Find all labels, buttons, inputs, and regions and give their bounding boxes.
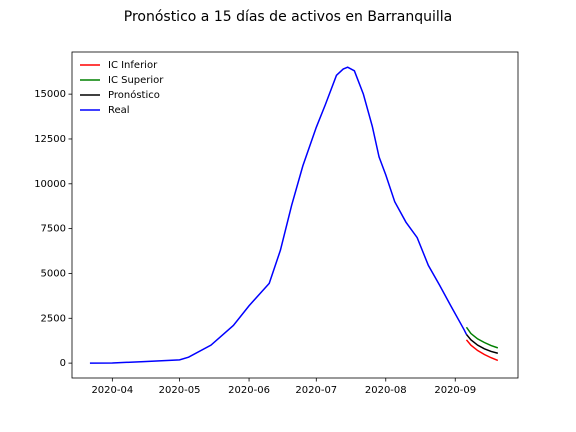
- legend-label: IC Inferior: [108, 60, 158, 71]
- y-tick-label: 5000: [41, 268, 66, 279]
- y-tick-label: 0: [60, 358, 66, 369]
- chart-title: Pronóstico a 15 días de activos en Barra…: [124, 9, 452, 25]
- x-tick-label: 2020-06: [228, 385, 270, 396]
- y-tick-label: 10000: [34, 179, 66, 190]
- legend-label: IC Superior: [108, 75, 164, 86]
- y-tick-label: 2500: [41, 313, 66, 324]
- y-tick-label: 12500: [34, 134, 66, 145]
- x-tick-label: 2020-08: [365, 385, 407, 396]
- x-tick-label: 2020-07: [295, 385, 337, 396]
- x-tick-label: 2020-09: [434, 385, 476, 396]
- legend-label: Pronóstico: [108, 89, 160, 101]
- series-line: [465, 339, 499, 362]
- x-tick-label: 2020-05: [159, 385, 201, 396]
- series-line: [89, 66, 468, 364]
- y-tick-label: 15000: [34, 89, 66, 100]
- x-tick-label: 2020-04: [91, 385, 133, 396]
- y-tick-label: 7500: [41, 224, 66, 235]
- legend-label: Real: [108, 105, 130, 116]
- plot-frame: [71, 51, 519, 379]
- series-line: [465, 326, 499, 349]
- series-line: [465, 333, 499, 354]
